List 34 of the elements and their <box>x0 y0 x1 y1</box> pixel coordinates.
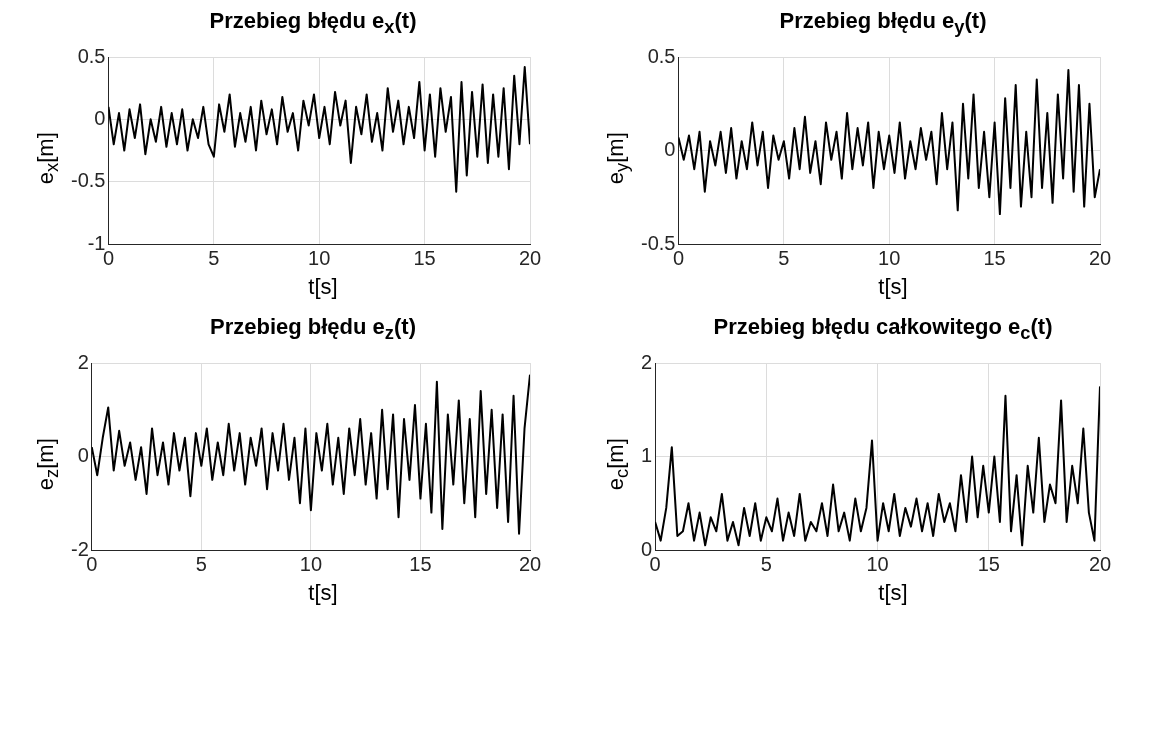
chart-title: Przebieg błędu e$_{y}$(t) <box>779 8 987 40</box>
x-axis-title: t[s] <box>308 580 338 606</box>
y-tick-label: 1 <box>641 444 653 467</box>
y-tick-label: 2 <box>641 350 653 373</box>
x-tick-label: 10 <box>866 552 889 575</box>
x-tick-label: 5 <box>778 246 790 269</box>
x-axis-title: t[s] <box>308 274 338 300</box>
chart-title: Przebieg błędu całkowitego e$_{c}$(t) <box>713 314 1053 346</box>
y-tick-label: -2 <box>70 537 89 560</box>
x-tick-label: 5 <box>208 246 220 269</box>
x-tick-label: 15 <box>409 552 432 575</box>
y-tick-label: 0 <box>94 106 106 129</box>
y-tick-label: 0.5 <box>647 44 676 67</box>
x-tick-label: 20 <box>518 552 542 575</box>
x-axis-title: t[s] <box>878 274 908 300</box>
y-tick-label: 2 <box>77 350 89 373</box>
x-tick-label: 10 <box>299 552 323 575</box>
x-tick-label: 20 <box>1088 552 1112 575</box>
x-tick-label: 15 <box>413 246 436 269</box>
x-tick-label: 15 <box>983 246 1006 269</box>
y-tick-label: 0 <box>664 138 676 161</box>
x-tick-label: 20 <box>1088 246 1112 269</box>
chart-title: Przebieg błędu e$_{z}$(t) <box>210 314 416 346</box>
y-tick-label: -0.5 <box>70 169 106 192</box>
x-tick-label: 15 <box>977 552 1000 575</box>
x-tick-label: 10 <box>308 246 331 269</box>
x-tick-label: 5 <box>760 552 772 575</box>
x-tick-label: 20 <box>518 246 542 269</box>
x-tick-label: 5 <box>195 552 207 575</box>
chart-title: Przebieg błędu e$_{x}$(t) <box>209 8 417 40</box>
x-tick-label: 10 <box>878 246 901 269</box>
y-tick-label: 0 <box>77 444 89 467</box>
x-axis-title: t[s] <box>878 580 908 606</box>
y-tick-label: 0.5 <box>77 44 106 67</box>
